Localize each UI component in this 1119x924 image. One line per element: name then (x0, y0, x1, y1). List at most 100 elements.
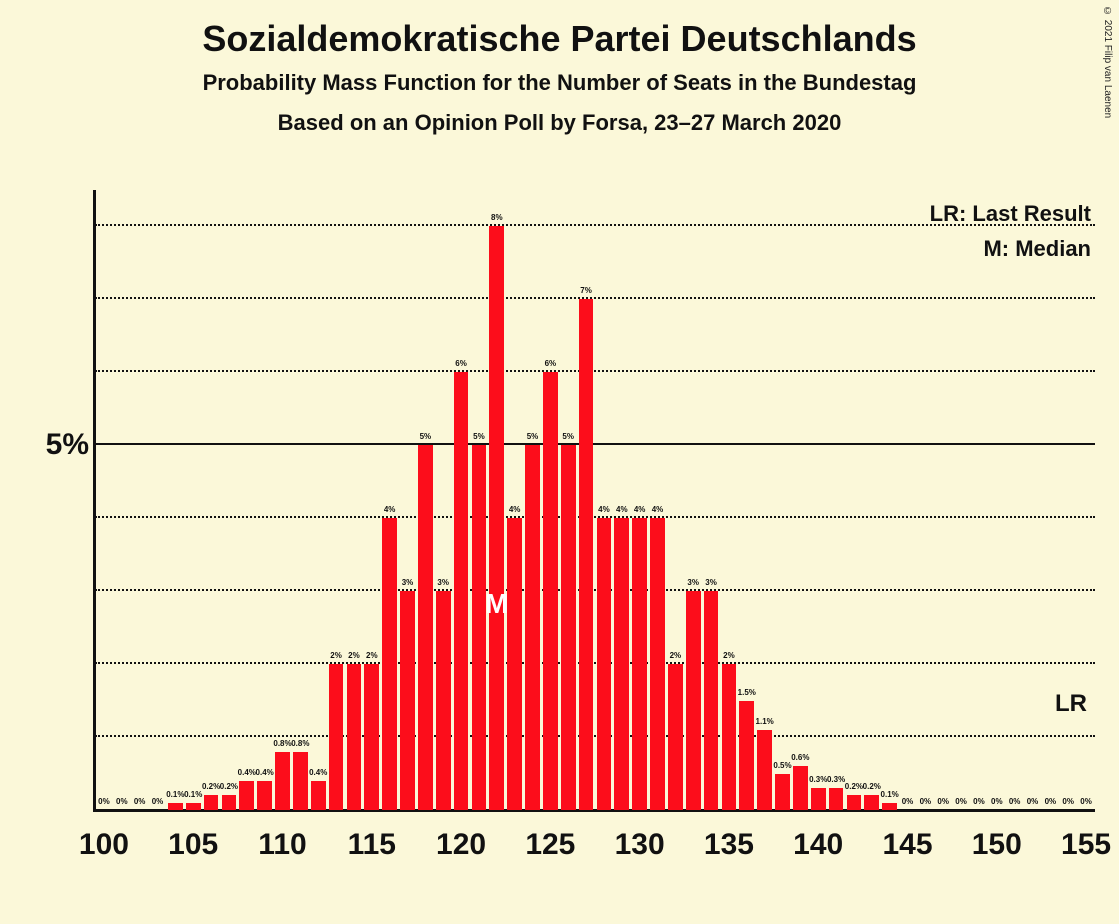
bar-value-label: 3% (705, 578, 717, 587)
y-axis-line (93, 190, 96, 810)
bar-value-label: 0% (920, 797, 932, 806)
subtitle-1: Probability Mass Function for the Number… (0, 70, 1119, 96)
bar-value-label: 0% (116, 797, 128, 806)
grid-minor (95, 735, 1095, 737)
bar (847, 795, 862, 810)
bar (793, 766, 808, 810)
bar (222, 795, 237, 810)
grid-minor (95, 589, 1095, 591)
bar-value-label: 4% (634, 505, 646, 514)
bar (543, 372, 558, 810)
subtitle-2: Based on an Opinion Poll by Forsa, 23–27… (0, 110, 1119, 136)
bar-value-label: 1.1% (756, 717, 774, 726)
bar (400, 591, 415, 810)
bar-value-label: 5% (420, 432, 432, 441)
grid-minor (95, 297, 1095, 299)
bar (704, 591, 719, 810)
bar (739, 701, 754, 810)
bar (275, 752, 290, 810)
grid-major (95, 443, 1095, 445)
bar (614, 518, 629, 810)
bar-value-label: 2% (348, 651, 360, 660)
bar (489, 226, 504, 810)
bar (525, 445, 540, 810)
bar-value-label: 0% (973, 797, 985, 806)
bar-value-label: 3% (687, 578, 699, 587)
bar-value-label: 0% (991, 797, 1003, 806)
bar (418, 445, 433, 810)
bar (882, 803, 897, 810)
bar-value-label: 4% (384, 505, 396, 514)
bar-value-label: 0% (134, 797, 146, 806)
bar-value-label: 4% (598, 505, 610, 514)
bar-value-label: 0% (1080, 797, 1092, 806)
bar-value-label: 0.2% (202, 782, 220, 791)
x-axis-ticks: 100105110115120125130135140145150155 (95, 820, 1095, 880)
bar (507, 518, 522, 810)
bar-value-label: 3% (437, 578, 449, 587)
x-tick-label: 100 (79, 828, 129, 862)
bar (472, 445, 487, 810)
lr-marker: LR (1055, 690, 1087, 718)
bar (454, 372, 469, 810)
bar (579, 299, 594, 810)
bar (775, 774, 790, 810)
x-tick-label: 135 (704, 828, 754, 862)
bar (757, 730, 772, 810)
copyright-text: © 2021 Filip van Laenen (1102, 6, 1113, 118)
bar-value-label: 5% (562, 432, 574, 441)
bar-value-label: 0.3% (809, 775, 827, 784)
chart-area: LR: Last Result M: Median 0%0%0%0%0.1%0.… (0, 190, 1119, 910)
bar-value-label: 6% (455, 359, 467, 368)
bar (204, 795, 219, 810)
bar-value-label: 0% (1027, 797, 1039, 806)
bar-value-label: 0.1% (184, 790, 202, 799)
bar-value-label: 0.2% (845, 782, 863, 791)
bar-value-label: 0% (152, 797, 164, 806)
bar-value-label: 0.5% (773, 761, 791, 770)
bar (257, 781, 272, 810)
bar (864, 795, 879, 810)
bar (668, 664, 683, 810)
bar-value-label: 0.4% (238, 768, 256, 777)
grid-minor (95, 370, 1095, 372)
bar (364, 664, 379, 810)
bar-value-label: 0% (1009, 797, 1021, 806)
bar-value-label: 0% (1045, 797, 1057, 806)
x-tick-label: 120 (436, 828, 486, 862)
bar (382, 518, 397, 810)
bar (436, 591, 451, 810)
x-tick-label: 130 (615, 828, 665, 862)
bar (311, 781, 326, 810)
x-tick-label: 105 (168, 828, 218, 862)
bar (293, 752, 308, 810)
bar-value-label: 1.5% (738, 688, 756, 697)
bar-value-label: 2% (670, 651, 682, 660)
plot-region: 0%0%0%0%0.1%0.1%0.2%0.2%0.4%0.4%0.8%0.8%… (95, 190, 1095, 810)
bar (829, 788, 844, 810)
bar-value-label: 0% (98, 797, 110, 806)
bar (650, 518, 665, 810)
bar-value-label: 0% (902, 797, 914, 806)
bar-value-label: 0.4% (256, 768, 274, 777)
bar-value-label: 0.8% (291, 739, 309, 748)
bar-value-label: 0.8% (273, 739, 291, 748)
bar-value-label: 2% (366, 651, 378, 660)
bar-value-label: 2% (723, 651, 735, 660)
bar-value-label: 4% (616, 505, 628, 514)
bar (168, 803, 183, 810)
bar-value-label: 6% (545, 359, 557, 368)
bar-value-label: 4% (509, 505, 521, 514)
bar-value-label: 0.1% (881, 790, 899, 799)
bar-value-label: 5% (473, 432, 485, 441)
bar (632, 518, 647, 810)
bar (186, 803, 201, 810)
grid-minor (95, 224, 1095, 226)
x-tick-label: 125 (525, 828, 575, 862)
bar-value-label: 0.6% (791, 753, 809, 762)
x-tick-label: 150 (972, 828, 1022, 862)
bar (329, 664, 344, 810)
bar-value-label: 7% (580, 286, 592, 295)
bar-value-label: 0% (1062, 797, 1074, 806)
median-marker: M (485, 588, 508, 620)
